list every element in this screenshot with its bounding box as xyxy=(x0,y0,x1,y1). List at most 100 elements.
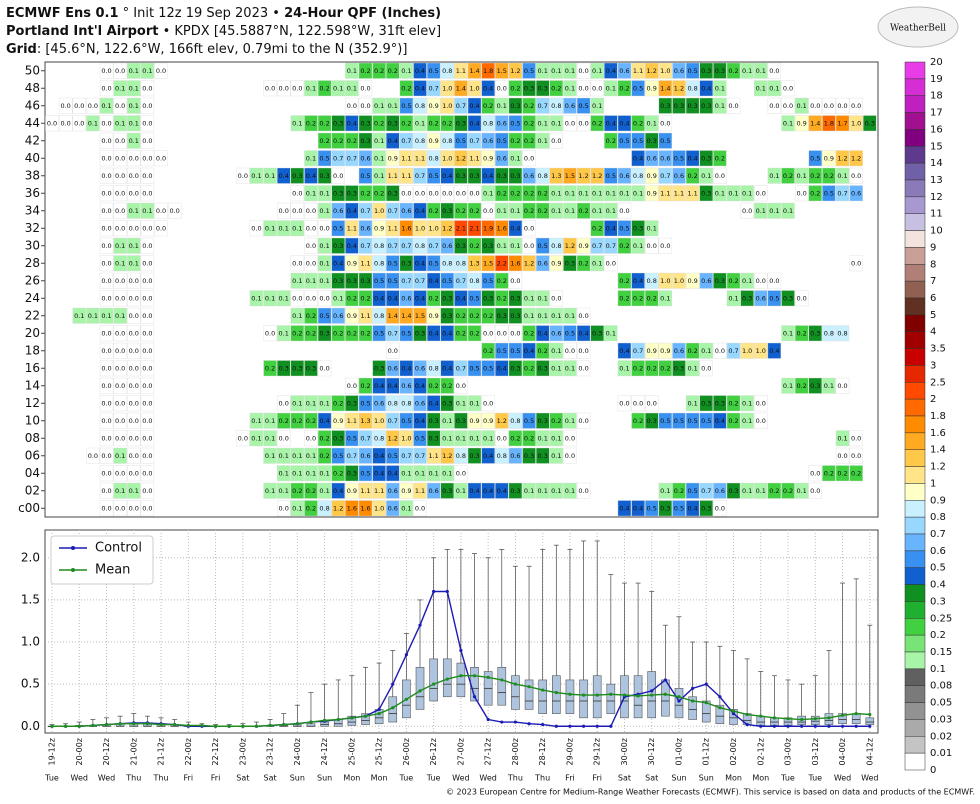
cell xyxy=(645,272,659,289)
cell xyxy=(86,307,100,324)
cell-value: 0.4 xyxy=(306,172,316,180)
cell-value: 0.3 xyxy=(510,487,520,495)
colorbar-label: 0.08 xyxy=(930,681,952,692)
cell xyxy=(522,62,536,79)
cell-value: 0.2 xyxy=(469,329,479,337)
cell xyxy=(345,115,359,132)
cell-value: 0.1 xyxy=(142,67,152,75)
cell xyxy=(631,220,645,237)
cell xyxy=(522,220,536,237)
cell xyxy=(290,220,305,237)
series-point xyxy=(91,723,95,728)
cell xyxy=(495,360,509,377)
cell-value: 0.0 xyxy=(142,294,152,302)
cell xyxy=(99,132,114,149)
cell-value: 0.1 xyxy=(687,399,697,407)
cell xyxy=(372,377,386,394)
cell xyxy=(99,202,114,219)
cell xyxy=(345,132,359,149)
series-point xyxy=(77,724,81,728)
cell-value: 0.2 xyxy=(456,207,466,215)
cell-value: 0.1 xyxy=(538,119,548,127)
cell-value: 0.1 xyxy=(660,294,670,302)
cell-value: 0.3 xyxy=(469,172,479,180)
cell-value: 0.2 xyxy=(578,207,588,215)
cell-value: 0.5 xyxy=(497,347,507,355)
cell-value: 0.5 xyxy=(428,172,438,180)
cell-value: 0.0 xyxy=(142,242,152,250)
cell xyxy=(113,447,127,464)
cell-value: 0.1 xyxy=(606,84,616,92)
cell xyxy=(754,202,768,219)
colorbar-label: 0.8 xyxy=(930,512,946,523)
cell xyxy=(713,412,727,429)
cell-value: 0.2 xyxy=(769,487,779,495)
cell xyxy=(345,97,359,114)
cell-value: 0.2 xyxy=(333,469,343,477)
cell-value: 0.7 xyxy=(415,277,425,285)
cell-value: 1.4 xyxy=(456,84,466,92)
cell xyxy=(467,255,482,272)
cell xyxy=(331,132,345,149)
series-point xyxy=(186,723,190,728)
cell xyxy=(849,150,863,167)
cell xyxy=(508,150,523,167)
cell xyxy=(604,167,618,184)
cell-value: 0.1 xyxy=(129,242,139,250)
x-tick-label: 24-00z xyxy=(293,738,302,765)
cell xyxy=(399,167,414,184)
cell xyxy=(426,430,441,447)
series-point xyxy=(104,722,109,727)
cell-value: 0.0 xyxy=(837,382,847,390)
cell-value: 0.2 xyxy=(837,469,847,477)
cell xyxy=(508,115,523,132)
cell-value: 1.1 xyxy=(415,487,425,495)
cell xyxy=(563,115,577,132)
cell-value: 0.4 xyxy=(442,172,452,180)
cell-value: 0.9 xyxy=(401,487,411,495)
cell xyxy=(522,80,536,97)
cell xyxy=(72,97,86,114)
cell-value: 1.1 xyxy=(388,172,398,180)
cell-value: 0.8 xyxy=(469,277,479,285)
cell-value: 0.6 xyxy=(756,294,766,302)
row-label: 22 xyxy=(25,308,40,322)
cell xyxy=(849,97,863,114)
colorbar-label: 0.01 xyxy=(930,748,952,759)
cell-value: 0.3 xyxy=(538,417,548,425)
cell xyxy=(645,237,659,254)
series-point xyxy=(650,689,654,693)
cell xyxy=(754,272,768,289)
cell-value: 0.0 xyxy=(769,277,779,285)
cell-value: 0.1 xyxy=(633,242,643,250)
cell xyxy=(140,447,155,464)
cell-value: 0.5 xyxy=(374,329,384,337)
cell-value: 0.2 xyxy=(510,189,520,197)
cell-value: 1.0 xyxy=(374,417,384,425)
weekday-label: Wed xyxy=(98,774,115,783)
cell-value: 0.4 xyxy=(347,242,357,250)
cell xyxy=(386,202,400,219)
cell-value: 0.1 xyxy=(742,417,752,425)
x-tick-label: 25-00z xyxy=(347,738,356,765)
cell-value: 0.9 xyxy=(428,102,438,110)
cell-value: 0.0 xyxy=(142,417,152,425)
cell xyxy=(454,412,468,429)
cell xyxy=(754,80,768,97)
box xyxy=(579,679,588,719)
legend-marker xyxy=(71,568,75,572)
cell xyxy=(822,97,836,114)
cell-value: 0.0 xyxy=(578,364,588,372)
row-label: 14 xyxy=(25,378,40,392)
cell-value: 0.3 xyxy=(701,189,711,197)
cell-value: 0.1 xyxy=(524,487,534,495)
x-tick-label: 21-00z xyxy=(129,738,138,765)
series-point xyxy=(868,724,872,728)
cell xyxy=(290,325,305,342)
series-point xyxy=(554,724,558,728)
cell xyxy=(276,447,291,464)
cell-value: 0.5 xyxy=(633,84,643,92)
cell-value: 0.1 xyxy=(538,434,548,442)
cell-value: 0.0 xyxy=(101,189,111,197)
